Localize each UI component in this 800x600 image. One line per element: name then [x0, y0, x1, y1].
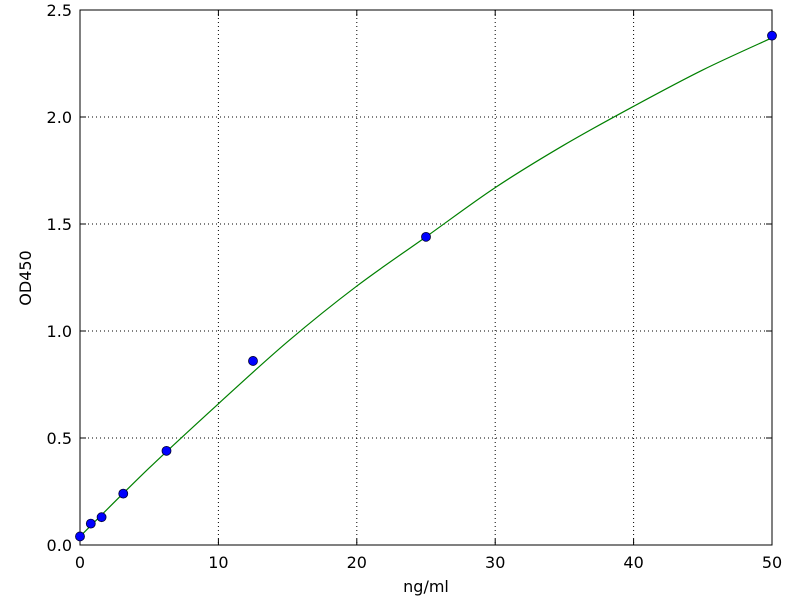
y-tick-label: 0.5	[47, 429, 72, 448]
y-tick-label: 2.5	[47, 1, 72, 20]
x-tick-label: 20	[347, 553, 367, 572]
x-tick-label: 30	[485, 553, 505, 572]
x-tick-label: 50	[762, 553, 782, 572]
y-axis-label: OD450	[16, 250, 35, 305]
data-point	[248, 356, 258, 366]
ticks: 0 10 20 30 40 50 0.0 0.5 1.0 1.5 2.0 2.5	[47, 1, 783, 572]
data-points	[75, 30, 777, 542]
plot-frame	[79, 9, 773, 546]
y-tick-label: 2.0	[47, 108, 72, 127]
data-point	[767, 30, 777, 41]
y-tick-label: 1.5	[47, 215, 72, 234]
data-point	[75, 531, 85, 542]
x-axis-label: ng/ml	[403, 577, 449, 596]
fit-curve-line	[79, 37, 773, 537]
data-point	[421, 231, 431, 242]
data-point	[96, 512, 107, 523]
x-tick-label: 10	[208, 553, 228, 572]
y-tick-label: 1.0	[47, 322, 72, 341]
y-tick-label: 0.0	[47, 536, 72, 555]
data-point	[118, 488, 129, 499]
x-tick-label: 0	[75, 553, 85, 572]
data-point	[85, 518, 96, 529]
x-tick-label: 40	[623, 553, 643, 572]
grid	[79, 9, 773, 546]
data-point	[161, 445, 172, 456]
